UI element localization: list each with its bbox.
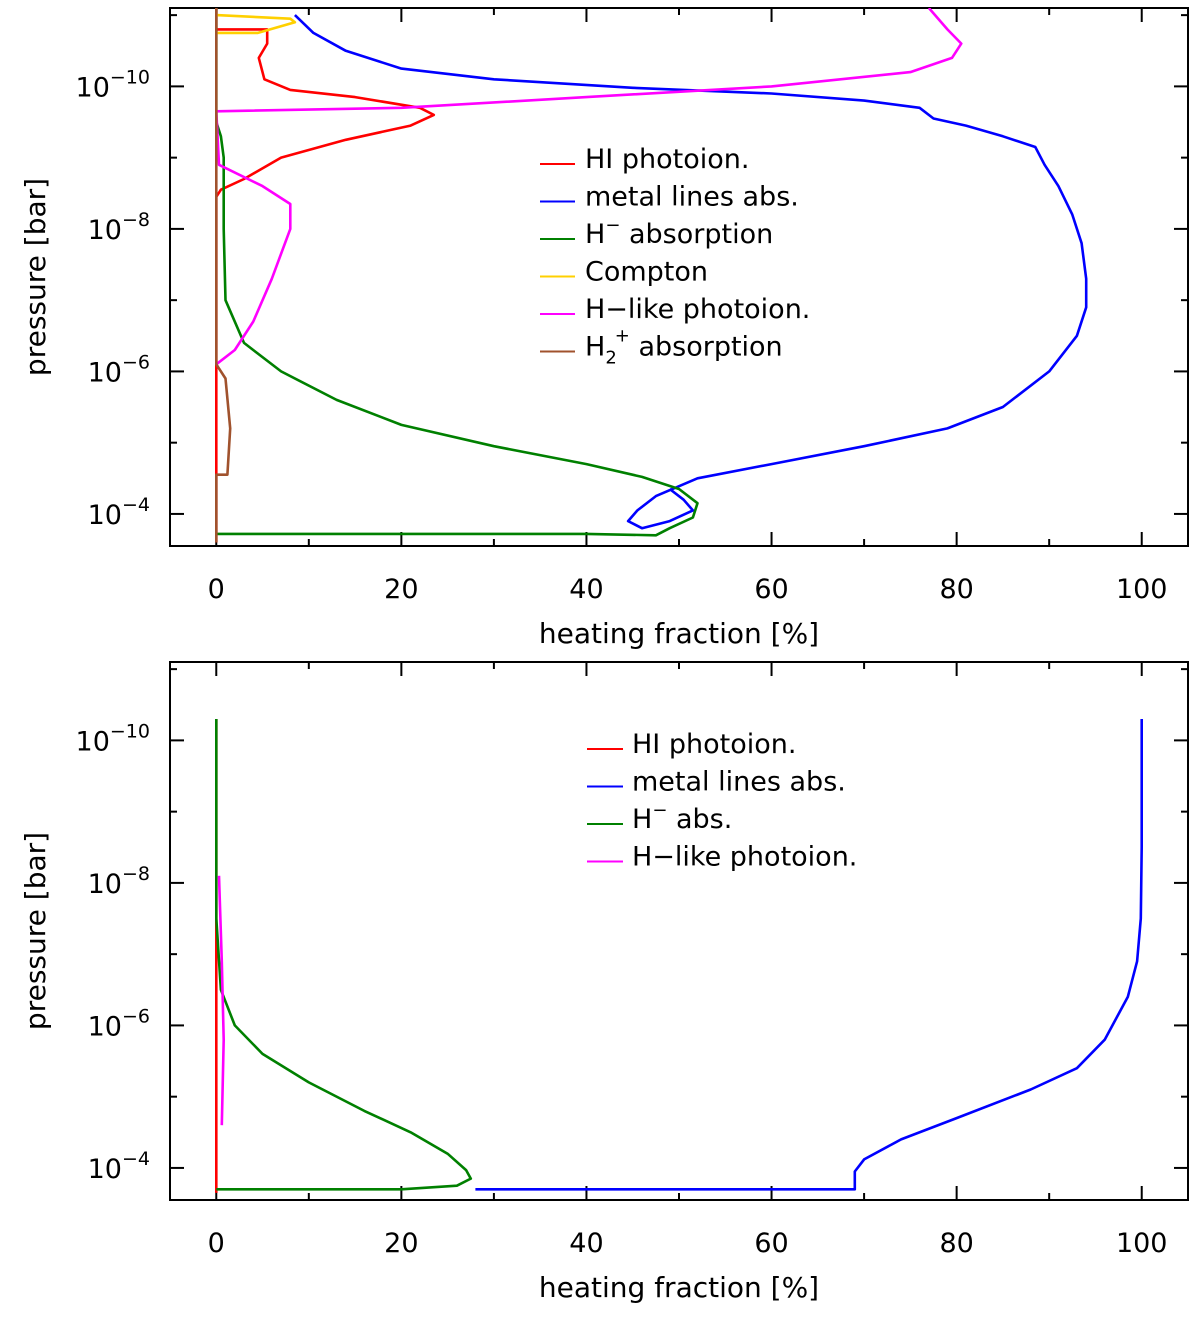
series-line-h-absorption	[215, 8, 699, 537]
legend-label: H−like photoion.	[632, 842, 857, 873]
chart-panel-2: 0 20 40 60 80 100 10−10 10−8 10−6 10−4 heating fra…	[19, 661, 1189, 1304]
legend-label: H− absorption	[585, 215, 773, 250]
series-line-h-abs-	[215, 719, 473, 1191]
legend-label: metal lines abs.	[585, 182, 799, 213]
x-tick-label: 0	[208, 574, 225, 605]
x-tick-label: 80	[939, 574, 973, 605]
legend: HI photoion. metal lines abs.H− abs. H−lik…	[587, 729, 857, 873]
y-tick-label: 10−10	[76, 720, 150, 757]
legend-label: H2+ absorption	[585, 326, 783, 369]
series-group	[215, 719, 1143, 1193]
x-tick-label: 20	[384, 1228, 418, 1259]
legend-label: H−like photoion.	[585, 294, 810, 325]
legend-label: Compton	[585, 257, 708, 288]
x-tick-label: 60	[754, 574, 788, 605]
y-axis-label: pressure [bar]	[19, 832, 52, 1030]
x-axis-label: heating fraction [%]	[539, 617, 819, 650]
chart-panel-1: 0 20 40 60 80 100 10−10 10−8 10−6 10−4 heating fra…	[19, 7, 1189, 650]
series-line-h-like-photoion-	[217, 875, 225, 1126]
y-tick-label: 10−8	[88, 863, 150, 900]
x-axis-label: heating fraction [%]	[539, 1271, 819, 1304]
x-tick-label: 80	[939, 1228, 973, 1259]
series-line-h2-absorption	[215, 8, 232, 543]
x-tick-label: 60	[754, 1228, 788, 1259]
x-tick-label: 0	[208, 1228, 225, 1259]
x-tick-label: 20	[384, 574, 418, 605]
y-tick-label: 10−6	[88, 1005, 150, 1042]
legend-label: metal lines abs.	[632, 767, 846, 798]
legend-label: HI photoion.	[585, 144, 749, 175]
x-tick-label: 40	[569, 1228, 603, 1259]
series-line-compton	[216, 13, 297, 35]
series-line-metal-lines-abs-	[475, 719, 1143, 1191]
series-line-hi-photoion-	[215, 8, 436, 543]
series-group	[215, 8, 1088, 543]
x-tick-label: 100	[1116, 574, 1168, 605]
y-tick-label: 10−4	[88, 494, 150, 531]
y-tick-label: 10−6	[88, 351, 150, 388]
legend-label: HI photoion.	[632, 729, 796, 760]
y-tick-label: 10−10	[76, 66, 150, 103]
x-tick-label: 40	[569, 574, 603, 605]
y-axis-label: pressure [bar]	[19, 178, 52, 376]
legend: HI photoion. metal lines abs.H− absorptio…	[540, 144, 810, 369]
y-tick-label: 10−4	[88, 1148, 150, 1185]
y-tick-label: 10−8	[88, 209, 150, 246]
legend-label: H− abs.	[632, 800, 732, 835]
x-tick-label: 100	[1116, 1228, 1168, 1259]
